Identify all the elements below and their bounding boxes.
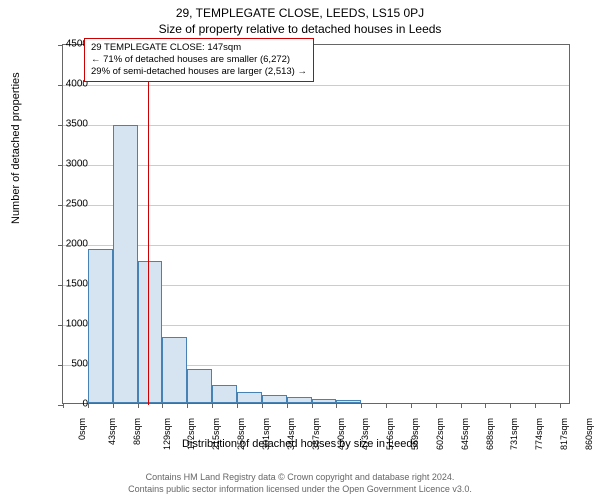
histogram-bar [287, 397, 312, 403]
gridline [63, 165, 569, 166]
y-tick-label: 0 [48, 399, 88, 410]
y-tick-label: 1000 [48, 319, 88, 330]
histogram-bar [312, 399, 337, 403]
y-axis-label: Number of detached properties [10, 72, 22, 224]
x-tick-mark [535, 403, 536, 408]
x-tick-mark [386, 403, 387, 408]
y-tick-label: 500 [48, 359, 88, 370]
gridline [63, 125, 569, 126]
y-tick-label: 2500 [48, 199, 88, 210]
y-tick-label: 3000 [48, 159, 88, 170]
histogram-bar [138, 261, 163, 403]
y-tick-label: 1500 [48, 279, 88, 290]
y-tick-label: 3500 [48, 119, 88, 130]
x-tick-mark [138, 403, 139, 408]
histogram-bar [212, 385, 237, 403]
histogram-bar [237, 392, 262, 403]
y-tick-label: 2000 [48, 239, 88, 250]
annotation-box: 29 TEMPLEGATE CLOSE: 147sqm← 71% of deta… [84, 38, 314, 82]
gridline [63, 205, 569, 206]
histogram-bar [336, 400, 361, 403]
gridline [63, 245, 569, 246]
histogram-bar [187, 369, 212, 403]
histogram-bar [88, 249, 113, 403]
x-tick-mark [510, 403, 511, 408]
x-tick-mark [560, 403, 561, 408]
histogram-bar [262, 395, 287, 403]
x-tick-mark [187, 403, 188, 408]
chart-supertitle: 29, TEMPLEGATE CLOSE, LEEDS, LS15 0PJ [0, 6, 600, 20]
chart-subtitle: Size of property relative to detached ho… [0, 22, 600, 36]
plot-area: 0sqm43sqm86sqm129sqm172sqm215sqm258sqm30… [62, 44, 570, 404]
x-tick-label: 0sqm [77, 418, 87, 440]
x-tick-mark [262, 403, 263, 408]
footer-copyright: Contains HM Land Registry data © Crown c… [0, 472, 600, 482]
x-axis-label: Distribution of detached houses by size … [0, 438, 600, 450]
annotation-line1: 29 TEMPLEGATE CLOSE: 147sqm [91, 42, 307, 54]
chart-container: 0sqm43sqm86sqm129sqm172sqm215sqm258sqm30… [62, 44, 570, 404]
x-tick-mark [336, 403, 337, 408]
x-tick-mark [411, 403, 412, 408]
x-tick-mark [287, 403, 288, 408]
annotation-line3: 29% of semi-detached houses are larger (… [91, 66, 307, 78]
x-tick-mark [436, 403, 437, 408]
x-tick-mark [237, 403, 238, 408]
x-tick-mark [162, 403, 163, 408]
marker-line [148, 45, 149, 405]
histogram-bar [162, 337, 187, 403]
histogram-bar [113, 125, 138, 403]
x-tick-mark [461, 403, 462, 408]
x-tick-mark [312, 403, 313, 408]
x-tick-mark [113, 403, 114, 408]
annotation-line2: ← 71% of detached houses are smaller (6,… [91, 54, 307, 66]
y-tick-label: 4000 [48, 79, 88, 90]
x-tick-mark [212, 403, 213, 408]
y-tick-label: 4500 [48, 39, 88, 50]
gridline [63, 85, 569, 86]
footer-license: Contains public sector information licen… [0, 484, 600, 494]
x-tick-mark [485, 403, 486, 408]
x-tick-mark [361, 403, 362, 408]
